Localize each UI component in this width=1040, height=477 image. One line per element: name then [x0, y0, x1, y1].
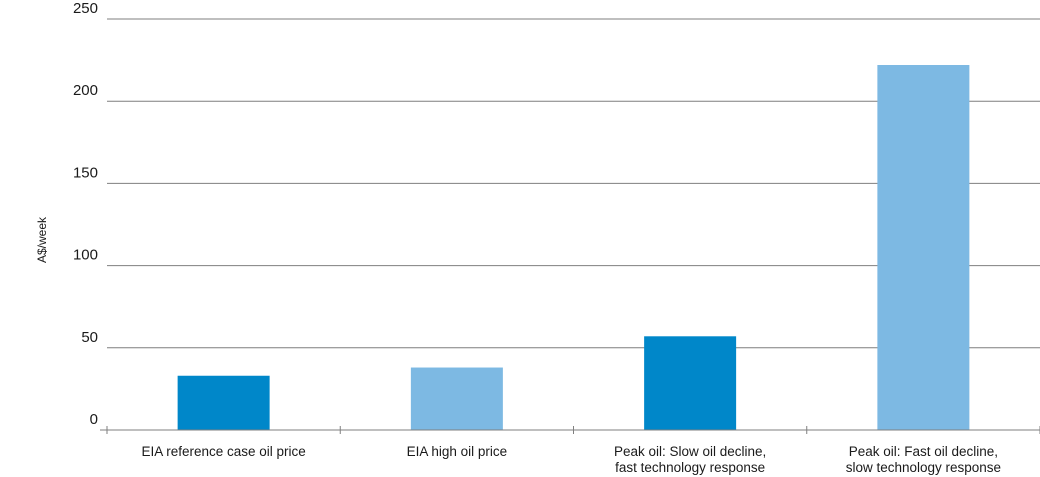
y-tick-labels: 0 50 100 150 200 250 [73, 0, 98, 428]
y-tick-label: 0 [90, 411, 98, 428]
x-tick-label: slow technology response [846, 460, 1001, 475]
y-axis-label: A$/week [35, 216, 49, 263]
y-tick-label: 150 [73, 164, 98, 181]
x-tick-label: EIA reference case oil price [141, 444, 305, 459]
axes [100, 426, 1040, 434]
x-tick-label: Peak oil: Slow oil decline, [614, 444, 766, 459]
x-tick-label: fast technology response [615, 460, 765, 475]
x-tick-label: Peak oil: Fast oil decline, [849, 444, 998, 459]
y-tick-label: 50 [81, 329, 98, 346]
bar [644, 336, 737, 430]
y-tick-label: 250 [73, 0, 98, 17]
x-tick-labels: EIA reference case oil price EIA high oil… [141, 444, 1001, 475]
x-tick-label: EIA high oil price [407, 444, 508, 459]
bars [177, 65, 970, 430]
bar [177, 375, 270, 430]
bar [877, 65, 970, 430]
bar [410, 367, 503, 430]
y-tick-label: 100 [73, 247, 98, 264]
y-tick-label: 200 [73, 82, 98, 99]
